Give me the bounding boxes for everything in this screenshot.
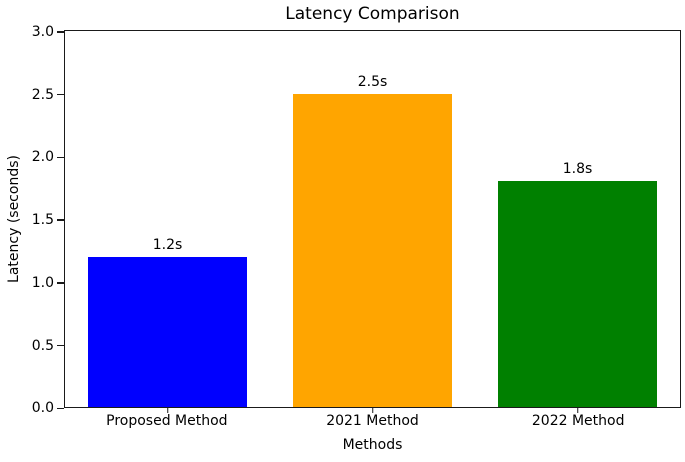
x-tick-labels: Proposed Method 2021 Method 2022 Method [64, 413, 681, 429]
y-tick-mark [56, 407, 64, 409]
x-tick-label-2021-method: 2021 Method [326, 413, 419, 429]
x-tick-label-proposed-method: Proposed Method [106, 413, 228, 429]
bar-slot: 2.5s [270, 31, 475, 413]
y-tick-label: 2.0 [31, 149, 54, 166]
x-tick-mark [166, 407, 169, 413]
bar-proposed-method [87, 256, 248, 407]
y-tick-label: 2.5 [31, 86, 54, 103]
bar-2022-method [497, 181, 658, 407]
y-tick-mark [56, 93, 64, 96]
bar-slot: 1.2s [65, 31, 270, 413]
y-axis-label: Latency (seconds) [6, 155, 22, 283]
y-tick-mark [56, 156, 64, 158]
y-tick-mark [56, 31, 64, 33]
y-tick-label: 1.5 [31, 212, 54, 228]
chart-title: Latency Comparison [285, 4, 460, 24]
bar-2021-method [292, 93, 453, 407]
y-tick-label: 0.5 [31, 337, 54, 354]
bar-value-label: 1.8s [562, 161, 593, 178]
y-tick-mark [56, 344, 64, 347]
bar-slot: 1.8s [475, 31, 680, 413]
x-tick-mark [576, 407, 579, 413]
y-tick-label: 3.0 [31, 23, 54, 40]
x-axis-label: Methods [342, 437, 403, 453]
bar-value-label: 1.2s [152, 236, 183, 253]
bar-value-label: 2.5s [357, 73, 388, 90]
y-tick-mark [56, 282, 64, 284]
bars-container: 1.2s 2.5s 1.8s [65, 31, 680, 413]
x-tick-label-2022-method: 2022 Method [531, 413, 625, 429]
x-tick-mark [371, 407, 374, 413]
y-tick-label: 1.0 [31, 274, 54, 291]
plot-area: 1.2s 2.5s 1.8s 0.0 0.5 1.0 1.5 2.0 2.5 3.0 [32, 24, 681, 416]
y-tick-mark [56, 219, 64, 221]
y-tick-label: 0.0 [31, 400, 54, 417]
